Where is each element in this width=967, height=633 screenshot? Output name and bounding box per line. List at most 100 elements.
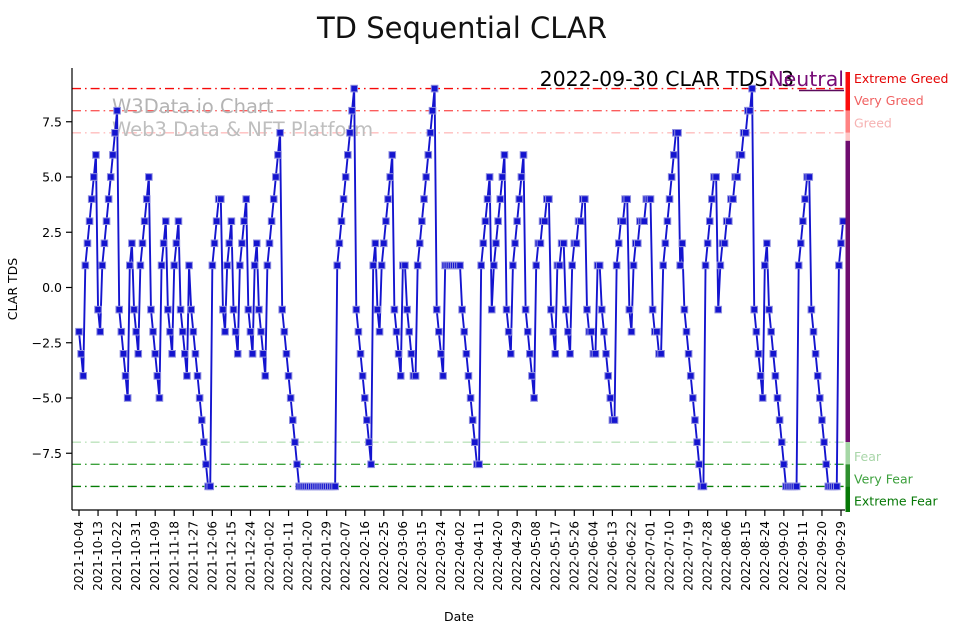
data-point-marker <box>513 217 521 225</box>
zone-label-extreme-greed: Extreme Greed <box>854 71 948 86</box>
data-point-marker <box>140 217 149 225</box>
data-point-marker <box>801 195 809 203</box>
data-point-marker <box>682 327 691 336</box>
data-point-marker <box>519 151 528 159</box>
data-point-marker <box>242 195 251 203</box>
data-point-marker <box>545 195 553 203</box>
watermark-line-1: W3Data.io Chart <box>112 95 274 118</box>
data-point-marker <box>115 305 124 314</box>
data-point-marker <box>523 327 532 336</box>
data-point-marker <box>703 239 712 248</box>
x-tick-label: 2022-01-11 <box>282 521 296 591</box>
y-tick-label: 5.0 <box>42 170 62 185</box>
data-point-marker <box>210 239 219 248</box>
data-point-marker <box>411 372 420 380</box>
data-point-marker <box>799 217 807 225</box>
data-point-marker <box>591 350 600 358</box>
data-point-marker <box>595 261 604 270</box>
data-point-marker <box>725 217 733 225</box>
data-point-marker <box>337 217 346 225</box>
data-point-marker <box>365 438 373 446</box>
data-point-marker <box>360 394 369 402</box>
data-point-marker <box>223 261 231 270</box>
data-point-marker <box>123 394 132 402</box>
data-point-marker <box>352 305 361 314</box>
data-point-marker <box>708 195 716 203</box>
data-point-marker <box>485 173 494 181</box>
data-point-marker <box>341 173 350 181</box>
data-point-marker <box>701 261 710 270</box>
data-point-marker <box>284 372 293 380</box>
data-point-marker <box>566 350 574 358</box>
data-point-marker <box>181 350 189 358</box>
data-point-marker <box>151 350 159 358</box>
x-tick-label: 2022-01-20 <box>301 521 315 591</box>
zone-labels: Extreme Greed Very Greed Greed Fear Very Fea… <box>854 71 948 508</box>
data-point-marker <box>87 195 96 203</box>
data-point-marker <box>483 195 492 203</box>
data-point-marker <box>807 305 816 314</box>
annotation-sentiment: Neutral <box>768 67 844 91</box>
data-point-marker <box>564 327 572 336</box>
data-point-marker <box>775 416 784 424</box>
data-point-marker <box>373 305 382 314</box>
data-point-marker <box>161 217 170 225</box>
data-point-marker <box>246 327 255 336</box>
x-tick-label: 2021-10-13 <box>91 521 105 591</box>
data-point-marker <box>475 460 483 469</box>
data-point-marker <box>699 482 708 491</box>
data-point-marker <box>741 129 750 137</box>
data-point-marker <box>250 261 259 270</box>
data-point-marker <box>581 195 589 203</box>
data-point-marker <box>134 350 143 358</box>
data-point-marker <box>714 305 723 314</box>
data-point-marker <box>659 261 668 270</box>
data-point-marker <box>384 195 392 203</box>
data-point-marker <box>835 261 843 270</box>
data-point-marker <box>367 460 375 469</box>
data-point-marker <box>623 195 632 203</box>
data-point-marker <box>259 350 267 358</box>
data-point-marker <box>680 305 689 314</box>
data-point-marker <box>663 217 672 225</box>
zone-label-greed: Greed <box>854 115 892 130</box>
x-tick-label: 2021-11-27 <box>186 521 200 591</box>
data-point-marker <box>657 350 665 358</box>
data-point-marker <box>263 261 272 270</box>
data-point-marker <box>187 305 195 314</box>
data-point-marker <box>509 261 517 270</box>
data-series <box>75 84 847 491</box>
data-point-marker <box>350 84 358 93</box>
x-tick-label: 2022-07-19 <box>682 521 696 591</box>
x-tick-label: 2022-01-29 <box>320 521 334 591</box>
data-point-marker <box>676 261 684 270</box>
data-point-marker <box>369 261 378 270</box>
axes: 7.5 5.0 2.5 0.0 −2.5 −5.0 −7.5 2021-10-04 2021-1… <box>32 68 848 591</box>
data-point-marker <box>94 305 102 314</box>
y-tick-label: −5.0 <box>32 391 62 406</box>
x-tick-label: 2022-04-29 <box>510 521 524 591</box>
x-tick-label: 2022-06-13 <box>605 521 619 591</box>
x-tick-label: 2022-06-04 <box>586 521 600 591</box>
data-point-marker <box>777 438 786 446</box>
data-point-marker <box>394 350 403 358</box>
data-point-marker <box>331 482 339 491</box>
data-point-marker <box>164 305 172 314</box>
data-point-marker <box>407 350 416 358</box>
chart-title: TD Sequential CLAR <box>316 11 607 45</box>
data-point-marker <box>604 372 612 380</box>
data-point-marker <box>142 195 151 203</box>
data-point-marker <box>629 261 638 270</box>
data-point-marker <box>792 482 801 491</box>
data-point-marker <box>418 217 426 225</box>
data-point-marker <box>253 239 261 248</box>
data-point-marker <box>684 350 693 358</box>
data-point-marker <box>405 327 414 336</box>
data-point-marker <box>81 261 90 270</box>
data-point-marker <box>432 305 441 314</box>
x-tick-label: 2022-04-02 <box>453 521 467 591</box>
data-point-marker <box>178 327 187 336</box>
data-point-marker <box>665 195 674 203</box>
data-point-marker <box>767 327 775 336</box>
